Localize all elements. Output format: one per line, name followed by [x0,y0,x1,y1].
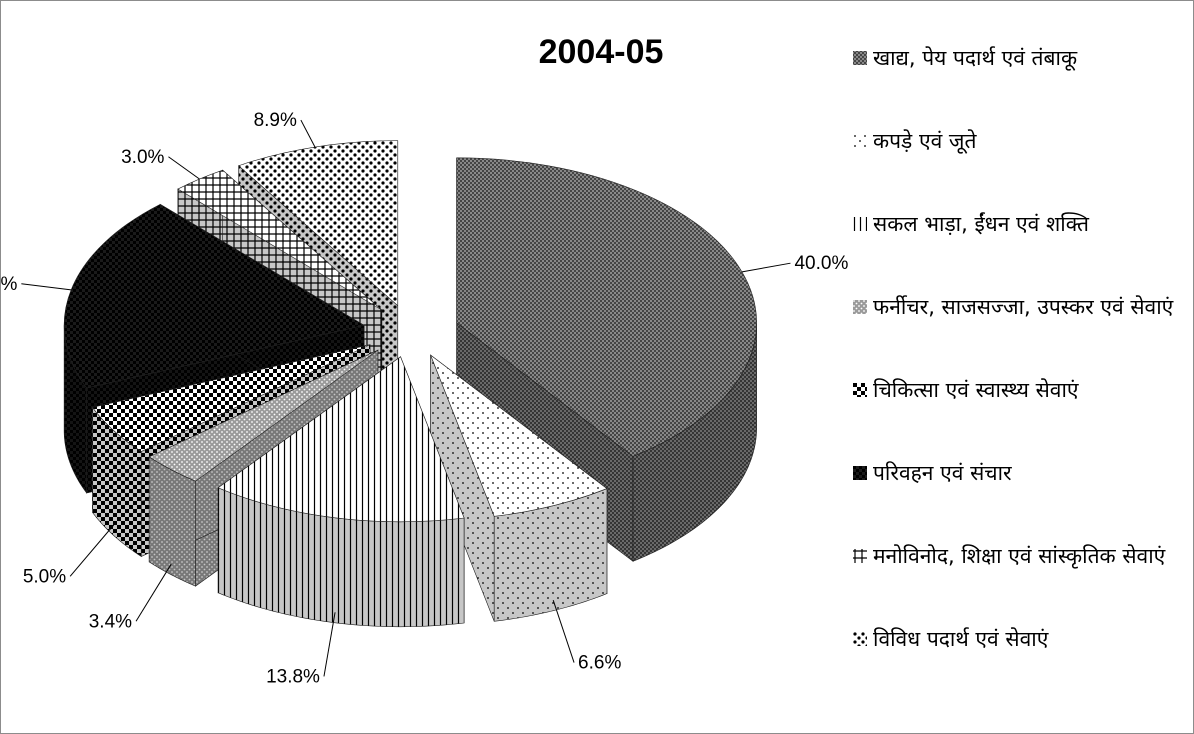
legend-item: चिकित्सा एवं स्वास्थ्य सेवाएं [853,373,1188,407]
data-label: 3.4% [89,611,132,632]
slice [177,169,383,311]
leader-line [21,283,72,291]
slice [456,157,757,457]
legend-label: विविध पदार्थ एवं सेवाएं [873,627,1049,651]
data-label: 40.0% [794,253,848,274]
slice [217,356,465,523]
slice-wall-shade [64,325,87,493]
legend-item: मनोविनोद, शिक्षा एवं सांस्कृतिक सेवाएं [853,539,1188,573]
legend-item: सकल भाड़ा, ईंधन एवं शक्ति [853,207,1188,241]
data-label: 8.9% [254,110,297,131]
leader-line [69,524,115,577]
slice-wall-shade [218,487,465,627]
slice [429,354,608,517]
slice [148,349,379,482]
legend-label: सकल भाड़ा, ईंधन एवं शक्ति [873,212,1089,236]
leader-line [168,156,200,180]
slice-wall-shade [149,456,196,587]
legend-label: चिकित्सा एवं स्वास्थ्य सेवाएं [873,378,1079,402]
leader-line [323,612,336,677]
data-label: 19.3% [1,274,17,295]
data-label: 6.6% [578,653,621,674]
data-label: 13.8% [266,666,320,687]
leader-line [300,119,316,148]
slice-wall-shade [632,322,757,562]
legend-label: परिवहन एवं संचार [873,461,1012,485]
legend-item: फर्नीचर, साजसज्जा, उपस्कर एवं सेवाएं [853,290,1188,324]
legend-item: खाद्य, पेय पदार्थ एवं तंबाकू [853,41,1188,75]
legend-label: फर्नीचर, साजसज्जा, उपस्कर एवं सेवाएं [873,295,1174,319]
data-label: 5.0% [23,566,66,587]
slice-wall-shade [92,407,142,557]
legend-swatch [853,134,867,148]
legend-label: खाद्य, पेय पदार्थ एवं तंबाकू [873,46,1078,70]
chart-title: 2004-05 [539,33,664,71]
legend-label: मनोविनोद, शिक्षा एवं सांस्कृतिक सेवाएं [873,544,1166,568]
legend-swatch [853,383,867,397]
legend-swatch [853,632,867,646]
legend-swatch [853,549,867,563]
legend-swatch [853,300,867,314]
slice-side-shade [430,355,495,622]
slice [91,344,371,452]
legend-item: विविध पदार्थ एवं सेवाएं [853,622,1188,656]
data-label: 3.0% [121,147,164,168]
legend-swatch [853,217,867,231]
leader-line [135,563,172,622]
legend-swatch [853,466,867,480]
leader-line [552,600,575,663]
leader-line [741,262,791,273]
slice-wall-shade [494,488,607,622]
legend-swatch [853,51,867,65]
legend-item: परिवहन एवं संचार [853,456,1188,490]
legend-label: कपड़े एवं जूते [873,129,977,153]
legend-item: कपड़े एवं जूते [853,124,1188,158]
